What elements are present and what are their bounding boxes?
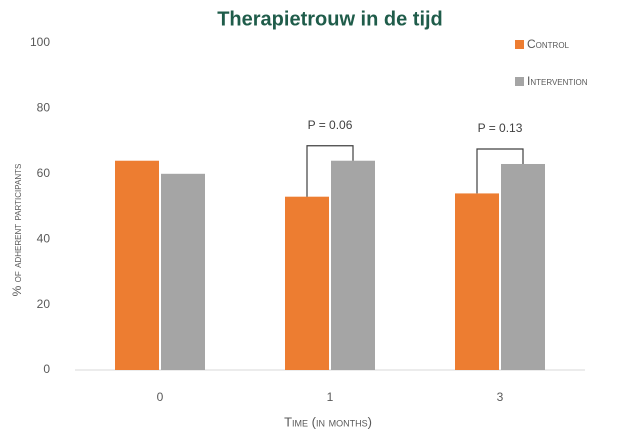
legend-label: Control [527,37,570,51]
legend-label: Intervention [527,74,588,88]
significance-bracket [476,148,524,194]
y-tick-label: 0 [43,362,50,376]
x-tick-label: 1 [327,390,334,404]
legend-swatch [515,40,524,49]
annotation: P = 0.06 [308,118,353,132]
bar [115,160,159,370]
y-axis-label: % of adherent participants [10,164,24,297]
significance-bracket [306,145,354,197]
y-tick-label: 60 [37,166,51,180]
annotation: P = 0.13 [478,121,523,135]
x-axis-label: Time (in months) [284,414,372,429]
y-tick-label: 100 [30,35,50,49]
bar [455,193,499,370]
x-tick-label: 3 [497,390,504,404]
y-tick-label: 40 [37,231,51,245]
bar [285,196,329,370]
y-tick-label: 80 [37,101,51,115]
bar [331,160,375,370]
y-tick-label: 20 [37,297,51,311]
legend-swatch [515,77,524,86]
bar [161,173,205,370]
chart-title: Therapietrouw in de tijd [217,8,443,30]
bar [501,163,545,370]
x-tick-label: 0 [157,390,164,404]
